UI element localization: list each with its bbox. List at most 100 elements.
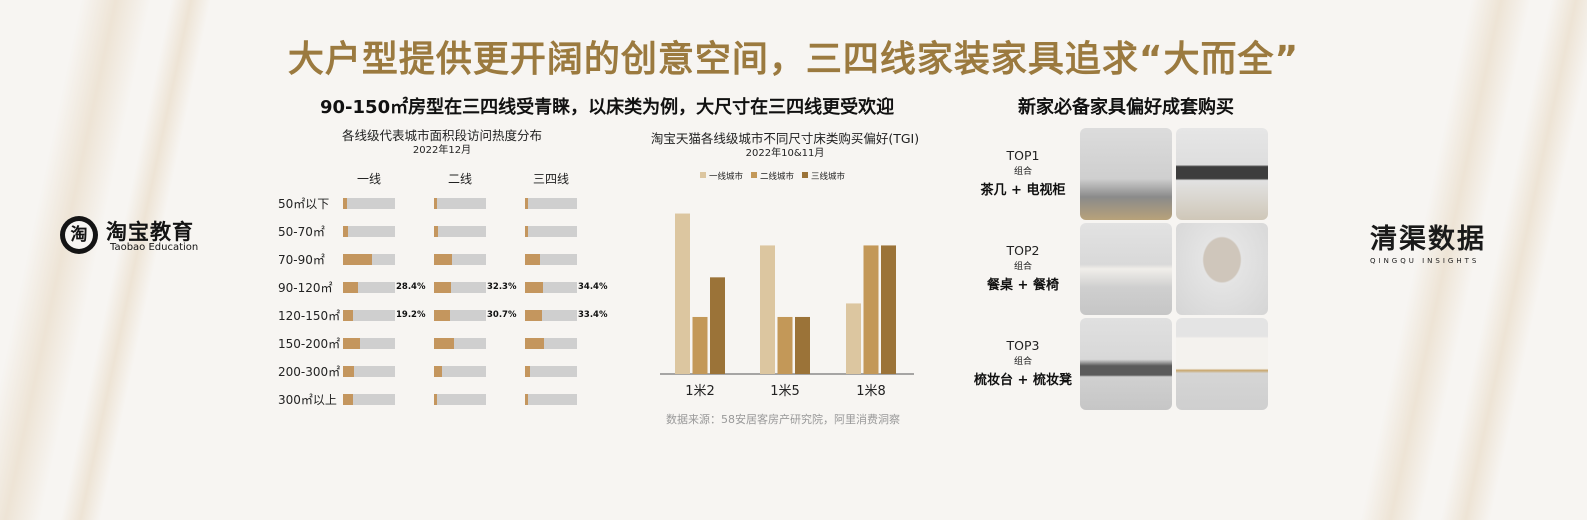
heat-table-bar (343, 254, 395, 265)
legend-swatch (802, 172, 809, 178)
heat-table-bar (525, 366, 577, 377)
heat-table-bar (525, 198, 577, 209)
heat-table-bar-fill (434, 394, 438, 405)
heat-table-value-label: 30.7% (487, 310, 517, 320)
tv-cabinet-image (1176, 128, 1268, 220)
heat-table-column-header: 一线 (356, 172, 381, 186)
chart-bar (795, 316, 810, 374)
legend-label: 一线城市 (709, 172, 744, 182)
chart-title: 淘宝天猫各线级城市不同尺寸床类购买偏好(TGI) (650, 131, 920, 146)
logo-left-name: 淘宝教育 (106, 220, 194, 244)
heat-table-bar-fill (525, 366, 531, 377)
heat-table-bar-fill (525, 198, 528, 209)
heat-table-bar (343, 310, 395, 321)
top-set-label: TOP3 组合 梳妆台 + 梳妆凳 (968, 338, 1078, 388)
heat-table-bar (434, 310, 486, 321)
heat-table-row-label: 120-150㎡ (278, 309, 341, 323)
data-source: 数据来源：58安居客房产研究院，阿里消费洞察 (666, 413, 900, 426)
heat-table-bar-fill (434, 254, 452, 265)
heat-table-bar (434, 254, 486, 265)
heat-table-value-label: 28.4% (396, 282, 426, 292)
chart-bar (777, 316, 793, 374)
x-tick-label: 1米8 (856, 384, 886, 399)
main-title: 大户型提供更开阔的创意空间，三四线家装家具追求“大而全” (287, 39, 1300, 80)
dining-table-image (1080, 223, 1172, 315)
top-set-combo: 餐桌 + 餐椅 (987, 278, 1059, 293)
heat-table-column-header: 三四线 (532, 172, 569, 186)
chart-subtitle: 2022年10&11月 (745, 148, 825, 159)
heat-table-bar (343, 366, 395, 377)
heat-table-bar (343, 282, 395, 293)
top-set-rank: TOP2 (1006, 243, 1040, 258)
chart-bar (692, 316, 708, 374)
logo-left-english: Taobao Education (110, 242, 199, 253)
heat-table-bar (343, 338, 395, 349)
heat-table-bar-fill (343, 282, 358, 293)
legend-label: 二线城市 (760, 172, 795, 182)
heat-table-bar (525, 254, 577, 265)
heat-table-bar (434, 282, 486, 293)
heat-table-bar-fill (525, 394, 528, 405)
heat-table-bar (434, 394, 486, 405)
heat-table-value-label: 32.3% (487, 282, 517, 292)
heat-table-bar (434, 338, 486, 349)
top-set-label: TOP1 组合 茶几 + 电视柜 (968, 148, 1078, 198)
heat-table-bar (434, 198, 486, 209)
heat-table-bar-fill (525, 226, 529, 237)
heat-table-row-label: 70-90㎡ (278, 253, 325, 267)
heat-table-bar-fill (434, 338, 454, 349)
dressing-stool-image (1176, 318, 1268, 410)
x-tick-label: 1米5 (770, 384, 800, 399)
heat-table-bar-fill (343, 338, 361, 349)
heat-table-value-label: 33.4% (578, 310, 608, 320)
legend-swatch (751, 172, 758, 178)
coffee-table-image (1080, 128, 1172, 220)
logo-right-english: QINGQU INSIGHTS (1370, 257, 1480, 265)
heat-table-bar (434, 226, 486, 237)
top-set-label: TOP2 组合 餐桌 + 餐椅 (968, 243, 1078, 293)
heat-table-bar (525, 282, 577, 293)
heat-table-row-label: 50㎡以下 (278, 197, 330, 211)
heat-table-row-label: 90-120㎡ (278, 281, 333, 295)
top-set-combo: 茶几 + 电视柜 (980, 183, 1066, 198)
chart-bar (846, 303, 861, 374)
dressing-table-image (1080, 318, 1172, 410)
heat-table-bar-fill (525, 282, 543, 293)
taobao-logo-icon: 淘 (60, 216, 98, 254)
qingqu-logo: 清渠数据 QINGQU INSIGHTS (1370, 217, 1486, 265)
chart-legend: 一线城市 二线城市 三线城市 (700, 170, 853, 182)
heat-table-bar (525, 310, 577, 321)
heat-table-bar-fill (525, 254, 540, 265)
top-set-rank: TOP3 (1006, 338, 1040, 353)
heat-table-bar-fill (343, 366, 355, 377)
heat-table-bar-fill (525, 310, 543, 321)
heat-table-bar-fill (434, 198, 438, 209)
legend-swatch (700, 172, 706, 178)
heat-table-row-label: 200-300㎡ (278, 365, 341, 379)
chart-bar (881, 245, 896, 374)
heat-table-bar-fill (434, 310, 450, 321)
heat-table-bar-fill (343, 310, 353, 321)
heat-table-bar (434, 366, 486, 377)
chart-bar (760, 245, 775, 374)
heat-table-value-label: 34.4% (578, 282, 608, 292)
heat-table-bar-fill (343, 254, 372, 265)
x-tick-label: 1米2 (685, 384, 715, 399)
heat-table-title: 各线级代表城市面积段访问热度分布 (341, 128, 542, 143)
heat-table-bar (525, 338, 577, 349)
heat-table-row-label: 50-70㎡ (278, 225, 325, 239)
legend-item: 三线城市 (802, 170, 845, 182)
heat-table-row-label: 150-200㎡ (278, 337, 341, 351)
legend-item: 二线城市 (751, 170, 794, 182)
heat-table-bar-fill (343, 198, 347, 209)
right-subtitle: 新家必备家具偏好成套购买 (1018, 97, 1234, 118)
heat-table-bar-fill (434, 282, 451, 293)
legend-item: 一线城市 (700, 170, 743, 182)
heat-table-bar (525, 394, 577, 405)
left-subtitle: 90-150㎡房型在三四线受青睐，以床类为例，大尺寸在三四线更受欢迎 (320, 97, 895, 118)
heat-table-bar (343, 394, 395, 405)
heat-table-row-label: 300㎡以上 (278, 393, 337, 407)
heat-table-subtitle: 2022年12月 (412, 145, 472, 156)
dining-chair-image (1176, 223, 1268, 315)
legend-label: 三线城市 (811, 172, 846, 182)
